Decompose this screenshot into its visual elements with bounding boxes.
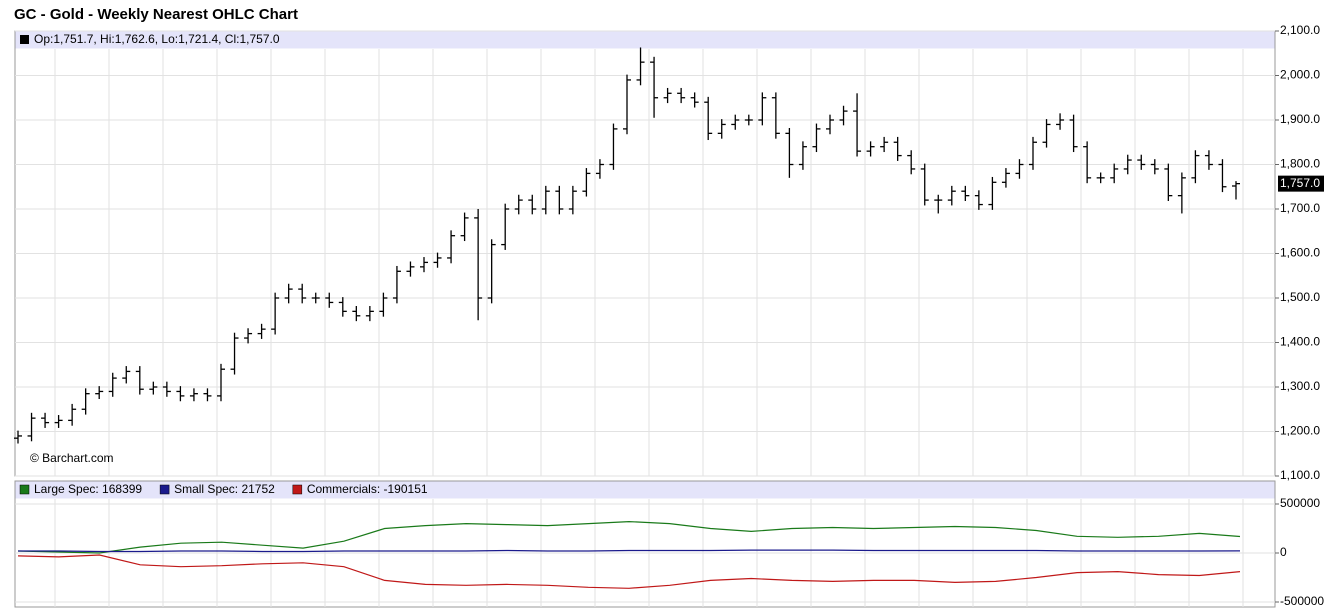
y-tick-label: 500000	[1280, 496, 1320, 510]
last-price-box	[1278, 175, 1324, 192]
legend-label: Small Spec: 21752	[174, 482, 275, 496]
y-tick-label: 1,100.0	[1280, 468, 1320, 482]
price-legend-strip	[15, 31, 1275, 49]
cot-legend-strip	[15, 481, 1275, 499]
legend-swatch	[159, 484, 170, 495]
cot-line	[17, 520, 1241, 554]
y-tick-label: 1,200.0	[1280, 424, 1320, 438]
legend-label: Commercials: -190151	[307, 482, 428, 496]
y-tick-label: 1,600.0	[1280, 246, 1320, 260]
legend-swatch	[292, 484, 303, 495]
ohlc-label: Op:1,751.7, Hi:1,762.6, Lo:1,721.4, Cl:1…	[34, 32, 280, 46]
y-tick-label: 1,500.0	[1280, 290, 1320, 304]
last-price-label: 1,757.0	[1280, 176, 1320, 190]
y-tick-label: 2,100.0	[1280, 23, 1320, 37]
y-tick-label: 0	[1280, 545, 1287, 559]
chart-title: GC - Gold - Weekly Nearest OHLC Chart	[14, 6, 298, 23]
y-tick-label: 2,000.0	[1280, 68, 1320, 82]
y-tick-label: 1,300.0	[1280, 379, 1320, 393]
cot-line	[17, 554, 1241, 589]
legend-swatch	[20, 35, 29, 44]
legend-swatch	[19, 484, 30, 495]
y-tick-label: 1,400.0	[1280, 335, 1320, 349]
y-tick-label: 1,700.0	[1280, 201, 1320, 215]
y-tick-label: 1,900.0	[1280, 112, 1320, 126]
legend-label: Large Spec: 168399	[34, 482, 142, 496]
y-tick-label: -500000	[1280, 594, 1324, 608]
watermark: © Barchart.com	[30, 451, 114, 465]
cot-line	[18, 549, 1241, 553]
y-tick-label: 1,800.0	[1280, 157, 1320, 171]
cot-panel	[14, 480, 1276, 608]
